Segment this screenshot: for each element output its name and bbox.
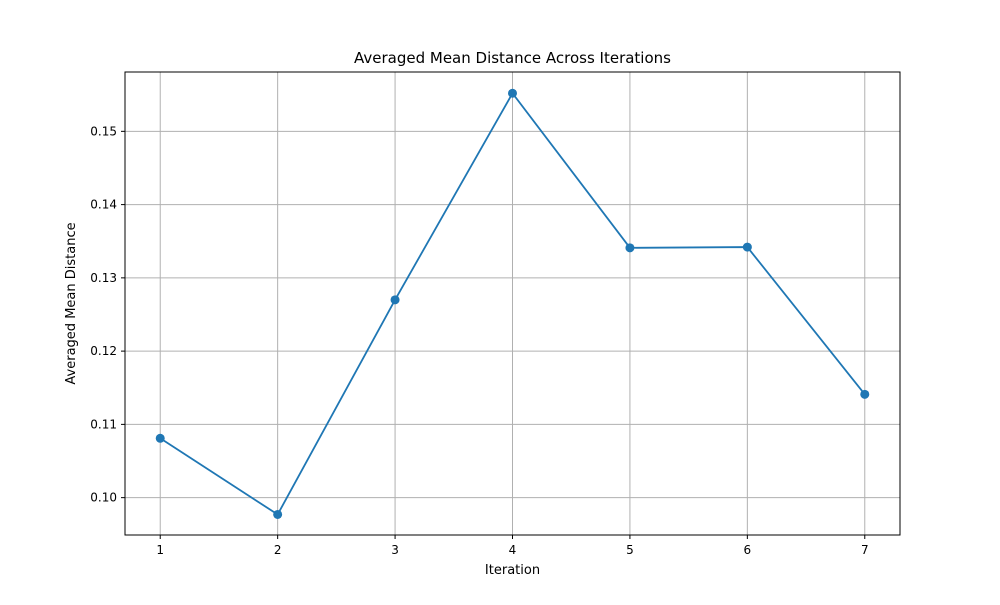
data-point xyxy=(390,295,400,305)
data-point xyxy=(508,88,517,98)
x-tick-label: 2 xyxy=(274,543,282,557)
grid xyxy=(125,72,900,535)
data-point xyxy=(155,433,165,443)
data-point xyxy=(625,243,635,253)
data-point xyxy=(742,242,752,252)
data-point xyxy=(273,509,283,519)
series-layer xyxy=(155,88,870,519)
y-tick-label: 0.12 xyxy=(90,344,117,358)
x-axis-label: Iteration xyxy=(485,563,540,578)
x-tick-label: 1 xyxy=(156,543,164,557)
x-tick-label: 7 xyxy=(861,543,869,557)
x-tick-label: 3 xyxy=(391,543,399,557)
x-tick-label: 4 xyxy=(509,543,517,557)
y-tick-label: 0.11 xyxy=(90,417,117,431)
y-axis-label: Averaged Mean Distance xyxy=(64,222,79,384)
data-point xyxy=(860,389,870,399)
y-tick-label: 0.10 xyxy=(90,491,117,505)
y-tick-label: 0.14 xyxy=(90,198,117,212)
x-tick-label: 5 xyxy=(626,543,634,557)
y-tick-label: 0.15 xyxy=(90,124,117,138)
x-tick-label: 6 xyxy=(744,543,752,557)
x-axis: 1 2 3 4 5 6 7 xyxy=(156,535,869,557)
y-tick-label: 0.13 xyxy=(90,271,117,285)
y-axis: 0.10 0.11 0.12 0.13 0.14 0.15 xyxy=(90,124,125,505)
chart-title: Averaged Mean Distance Across Iterations xyxy=(354,49,671,67)
